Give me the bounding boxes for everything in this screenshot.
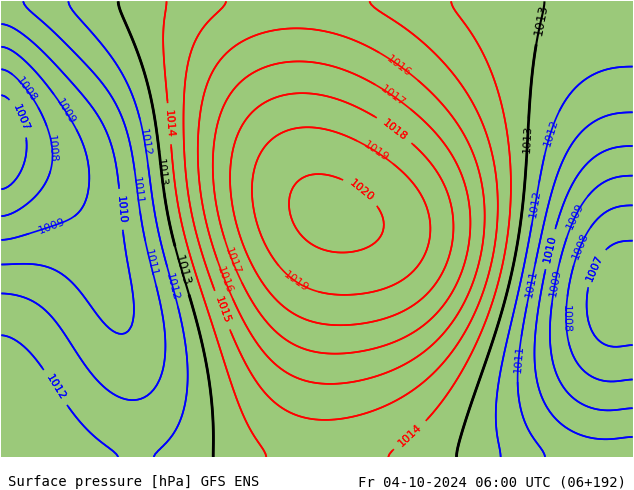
Text: 1007: 1007 (11, 103, 30, 132)
Text: 1013: 1013 (532, 3, 550, 36)
Text: 1014: 1014 (397, 422, 424, 449)
Text: 1019: 1019 (361, 140, 390, 164)
Text: 1011: 1011 (143, 248, 158, 278)
Text: 1008: 1008 (571, 231, 590, 261)
Text: 1012: 1012 (528, 189, 543, 218)
Text: 1017: 1017 (223, 246, 242, 276)
Text: 1012: 1012 (138, 127, 152, 157)
Text: 1009: 1009 (565, 201, 586, 231)
Text: 1020: 1020 (347, 178, 376, 204)
Text: 1012: 1012 (44, 373, 67, 402)
Text: Fr 04-10-2024 06:00 UTC (06+192): Fr 04-10-2024 06:00 UTC (06+192) (358, 475, 626, 489)
Text: 1010: 1010 (115, 195, 127, 223)
Text: 1010: 1010 (542, 234, 558, 264)
Text: 1008: 1008 (560, 305, 571, 334)
Text: 1011: 1011 (131, 176, 144, 205)
Text: 1019: 1019 (282, 270, 311, 294)
Text: 1012: 1012 (44, 373, 67, 402)
Text: 1009: 1009 (548, 268, 562, 297)
Text: 1012: 1012 (541, 118, 560, 148)
Text: 1015: 1015 (212, 295, 231, 325)
Text: 1010: 1010 (542, 234, 558, 264)
Text: 1007: 1007 (584, 252, 604, 282)
Text: 1007: 1007 (11, 103, 30, 132)
Text: 1011: 1011 (524, 270, 539, 299)
Text: 1018: 1018 (380, 117, 409, 142)
Text: 1017: 1017 (379, 84, 408, 109)
Text: 1015: 1015 (212, 295, 231, 325)
Text: 1018: 1018 (380, 117, 409, 142)
Text: 1014: 1014 (164, 109, 176, 138)
Text: 1020: 1020 (347, 178, 376, 204)
Text: 1013: 1013 (171, 253, 192, 288)
Text: 1008: 1008 (46, 134, 58, 163)
Text: 1007: 1007 (584, 252, 604, 282)
Text: 1016: 1016 (385, 53, 413, 78)
Text: 1016: 1016 (215, 265, 235, 294)
Text: 1011: 1011 (512, 345, 525, 373)
Text: 1009: 1009 (37, 217, 67, 236)
Text: 1012: 1012 (164, 272, 181, 301)
Text: 1014: 1014 (164, 109, 176, 138)
Text: Surface pressure [hPa] GFS ENS: Surface pressure [hPa] GFS ENS (8, 475, 259, 489)
Text: 1010: 1010 (115, 195, 127, 223)
Text: 1009: 1009 (54, 97, 77, 126)
Text: 1008: 1008 (15, 75, 39, 104)
Text: 1013: 1013 (522, 125, 533, 153)
Text: 1014: 1014 (397, 422, 424, 449)
Text: 1013: 1013 (155, 158, 168, 187)
